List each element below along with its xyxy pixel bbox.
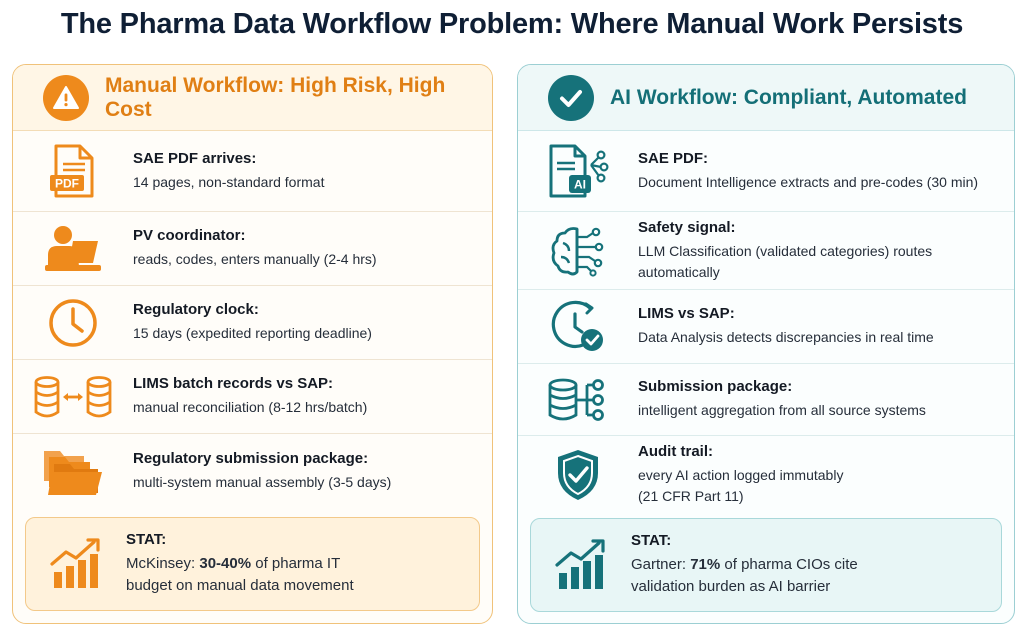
stat-body: Gartner: 71% of pharma CIOs cite validati… [631, 554, 858, 599]
row-heading: Regulatory clock: [133, 301, 259, 319]
manual-row-regulatory-clock: Regulatory clock: 15 days (expedited rep… [13, 285, 492, 359]
page-title: The Pharma Data Workflow Problem: Where … [60, 8, 964, 40]
row-body: multi-system manual assembly (3-5 days) [133, 474, 392, 491]
manual-row-sae-pdf: PDF SAE PDF arrives: 14 pages, non-stand… [13, 133, 492, 209]
stat-prefix: Gartner: [631, 555, 691, 573]
clock-check-icon [518, 300, 638, 354]
folders-icon [13, 447, 133, 497]
row-body-line1: every AI action logged immutably [638, 467, 844, 484]
manual-panel-title: Manual Workflow: High Risk, High Cost [105, 73, 446, 121]
ai-panel-title: AI Workflow: Compliant, Automated [610, 85, 967, 109]
row-heading: LIMS vs SAP: [638, 305, 735, 323]
stat-highlight: 71% [690, 555, 721, 573]
ai-label: AI [574, 178, 586, 192]
manual-row-submission-package: Regulatory submission package: multi-sys… [13, 433, 492, 509]
stat-heading: STAT: [631, 531, 672, 549]
row-heading: Submission package: [638, 378, 793, 396]
ai-row-lims-sap: LIMS vs SAP: Data Analysis detects discr… [518, 289, 1014, 363]
brain-network-icon [518, 225, 638, 277]
shield-check-icon [518, 447, 638, 503]
checkmark-icon [548, 74, 594, 121]
database-network-icon [518, 377, 638, 423]
ai-document-icon: AI [518, 143, 638, 199]
bar-chart-up-icon [26, 536, 126, 592]
row-body: every AI action logged immutably (21 CFR … [638, 465, 1006, 506]
manual-panel-header: Manual Workflow: High Risk, High Cost [13, 65, 492, 131]
row-body: manual reconciliation (8-12 hrs/batch) [133, 399, 368, 416]
warning-icon [43, 74, 89, 121]
ai-row-safety-signal: Safety signal: LLM Classification (valid… [518, 211, 1014, 289]
bar-chart-up-icon [531, 537, 631, 593]
ai-workflow-panel: AI Workflow: Compliant, Automated AI [517, 64, 1015, 624]
row-body: LLM Classification (validated categories… [638, 243, 933, 280]
manual-row-lims-sap: LIMS batch records vs SAP: manual reconc… [13, 359, 492, 433]
ai-row-sae-pdf: AI SAE PDF: Document Intelligence extrac… [518, 133, 1014, 209]
stat-suffix: of pharma IT [251, 554, 341, 572]
row-body: 15 days (expedited reporting deadline) [133, 325, 372, 342]
row-heading: Regulatory submission package: [133, 450, 369, 468]
row-heading: LIMS batch records vs SAP: [133, 375, 334, 393]
stat-suffix: of pharma CIOs cite [720, 555, 858, 573]
stat-body: McKinsey: 30-40% of pharma IT budget on m… [126, 553, 354, 598]
clock-icon [13, 297, 133, 349]
row-body: Document Intelligence extracts and pre-c… [638, 173, 979, 190]
ai-row-audit-trail: Audit trail: every AI action logged immu… [518, 435, 1014, 513]
pdf-document-icon: PDF [13, 143, 133, 199]
stat-heading: STAT: [126, 530, 167, 548]
row-heading: SAE PDF arrives: [133, 149, 257, 167]
ai-row-submission-package: Submission package: intelligent aggregat… [518, 363, 1014, 435]
stat-prefix: McKinsey: [126, 554, 200, 572]
row-body: reads, codes, enters manually (2-4 hrs) [133, 251, 377, 268]
database-sync-icon [13, 374, 133, 420]
ai-stat-box: STAT: Gartner: 71% of pharma CIOs cite va… [530, 518, 1002, 612]
person-laptop-icon [13, 223, 133, 275]
row-heading: PV coordinator: [133, 227, 246, 245]
row-body: 14 pages, non-standard format [133, 173, 325, 190]
row-body-line2: (21 CFR Part 11) [638, 487, 744, 504]
stat-line2: budget on manual data movement [126, 577, 354, 594]
row-heading: SAE PDF: [638, 149, 709, 167]
manual-row-pv-coordinator: PV coordinator: reads, codes, enters man… [13, 211, 492, 285]
manual-stat-box: STAT: McKinsey: 30-40% of pharma IT budge… [25, 517, 480, 611]
stat-highlight: 30-40% [199, 554, 252, 572]
row-body: Data Analysis detects discrepancies in r… [638, 329, 934, 346]
manual-workflow-panel: Manual Workflow: High Risk, High Cost PD… [12, 64, 493, 624]
row-heading: Safety signal: [638, 219, 736, 237]
stat-line2: validation burden as AI barrier [631, 578, 831, 595]
row-heading: Audit trail: [638, 443, 713, 461]
pdf-label: PDF [55, 177, 79, 191]
ai-panel-header: AI Workflow: Compliant, Automated [518, 65, 1014, 131]
row-body: intelligent aggregation from all source … [638, 402, 926, 419]
